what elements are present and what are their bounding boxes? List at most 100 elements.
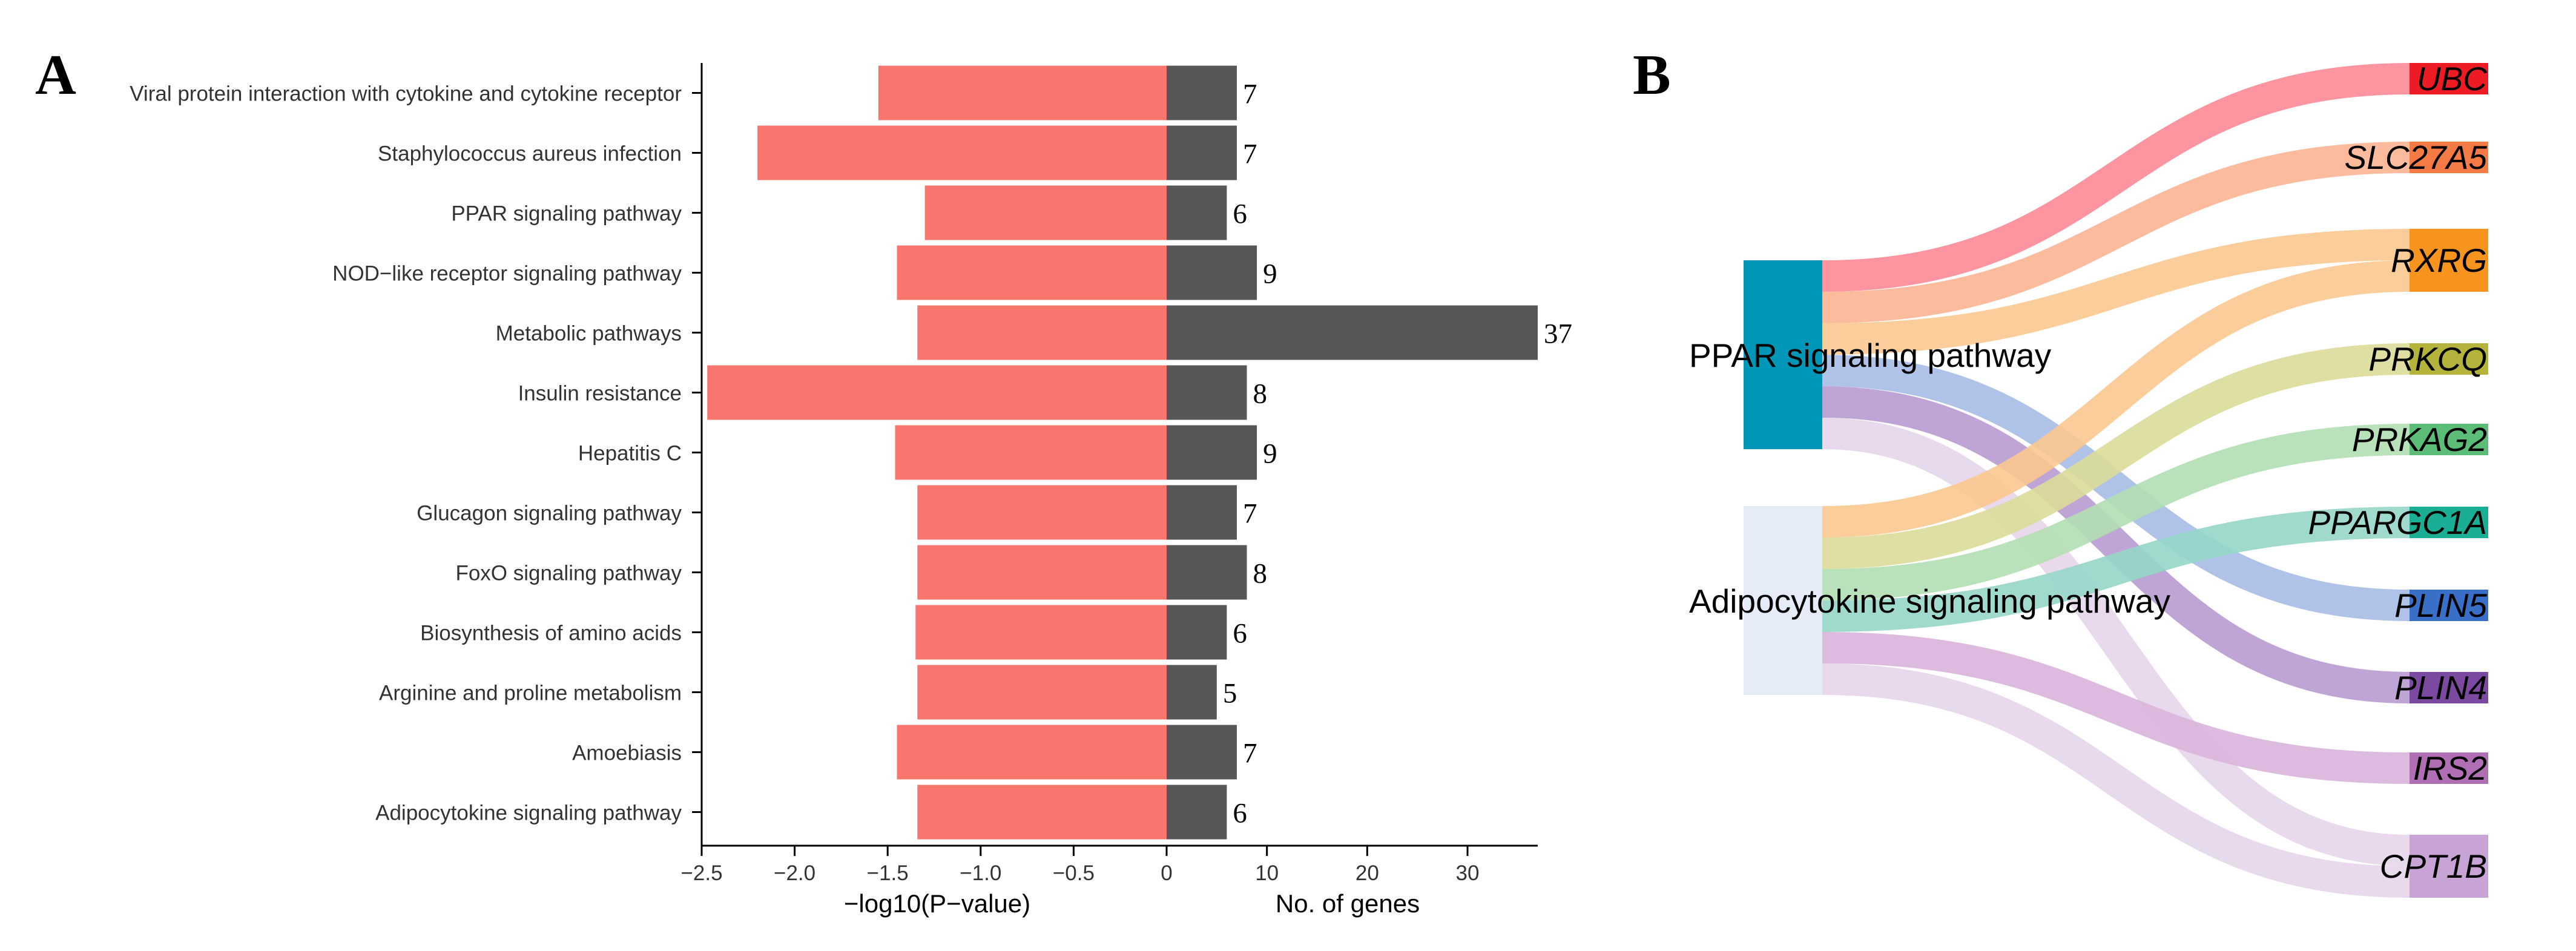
category-label: Metabolic pathways: [496, 322, 682, 346]
bar-pvalue: [895, 425, 1167, 480]
bar-gene-count: [1167, 725, 1237, 780]
bar-pvalue: [917, 545, 1167, 600]
sankey-target-node: [2410, 142, 2488, 173]
bar-gene-count: [1167, 425, 1257, 480]
bar-gene-count: [1167, 665, 1217, 720]
sankey-link-prkag2: [1822, 424, 2410, 601]
category-label: FoxO signaling pathway: [455, 562, 682, 585]
panel-b-sankey: B UBC SLC27A5 RXRG PRKCQ PRKAG2 PPARGC1A PLIN5…: [1633, 44, 2488, 898]
sankey-target-node: [2410, 507, 2488, 538]
x-tick-label: 20: [1356, 861, 1379, 885]
sankey-target-label: UBC: [2417, 60, 2488, 97]
bar-pvalue: [917, 785, 1167, 840]
bar-gene-count: [1167, 245, 1257, 300]
x-tick-label: 10: [1255, 861, 1279, 885]
x-tick-label: −1.0: [960, 861, 1001, 885]
category-labels: Viral protein interaction with cytokine …: [130, 82, 702, 825]
category-label: Staphylococcus aureus infection: [378, 142, 682, 166]
sankey-source-node: [1744, 260, 1822, 449]
gene-count-label: 37: [1544, 318, 1572, 350]
category-label: Biosynthesis of amino acids: [420, 622, 682, 645]
sankey-target-nodes: [2410, 63, 2488, 898]
bar-pvalue: [917, 485, 1167, 540]
bar-gene-count: [1167, 365, 1247, 420]
gene-count-label: 9: [1263, 438, 1277, 470]
x-tick-label: −1.5: [867, 861, 909, 885]
category-label: Hepatitis C: [578, 442, 682, 466]
bar-gene-count: [1167, 65, 1237, 120]
sankey-link-prkcq: [1822, 343, 2410, 569]
gene-count-label: 6: [1233, 798, 1247, 829]
sankey-target-node: [2410, 424, 2488, 455]
sankey-target-label: CPT1B: [2380, 847, 2487, 885]
gene-count-label: 8: [1253, 378, 1268, 410]
axes: [700, 63, 1538, 847]
category-label: Glucagon signaling pathway: [417, 502, 682, 525]
category-label: PPAR signaling pathway: [451, 202, 682, 226]
sankey-target-label: PRKAG2: [2352, 421, 2487, 458]
category-label: Adipocytokine signaling pathway: [375, 801, 682, 825]
bar-gene-count: [1167, 485, 1237, 540]
sankey-target-label: SLC27A5: [2345, 139, 2488, 176]
x-tick-label: −0.5: [1053, 861, 1095, 885]
x-tick-label: 30: [1456, 861, 1480, 885]
bar-pvalue: [917, 305, 1167, 360]
sankey-target-label: RXRG: [2391, 242, 2487, 279]
gene-count-label: 9: [1263, 258, 1277, 290]
sankey-target-node: [2410, 229, 2488, 292]
sankey-link-ubc: [1822, 63, 2410, 292]
sankey-source-label: Adipocytokine signaling pathway: [1689, 582, 2170, 620]
sankey-target-label: PLIN4: [2394, 669, 2487, 706]
sankey-target-label: PPARGC1A: [2308, 504, 2487, 541]
panel-a-label: A: [35, 44, 76, 107]
category-label: Insulin resistance: [518, 382, 682, 406]
bar-pvalue: [707, 365, 1167, 420]
sankey-link-cpt1b: [1822, 663, 2410, 898]
sankey-target-label: IRS2: [2413, 749, 2487, 787]
sankey-target-node: [2410, 752, 2488, 784]
bar-gene-count: [1167, 545, 1247, 600]
x-axis-label-genes: No. of genes: [1276, 889, 1420, 918]
sankey-link-irs2: [1822, 632, 2410, 784]
category-label: Viral protein interaction with cytokine …: [130, 82, 682, 106]
bar-pvalue: [897, 245, 1167, 300]
bar-gene-count: [1167, 785, 1227, 840]
sankey-target-node: [2410, 672, 2488, 703]
category-label: NOD−like receptor signaling pathway: [332, 262, 682, 286]
bar-gene-count: [1167, 305, 1538, 360]
x-axis-ticks: −2.5 −2.0 −1.5 −1.0 −0.5 0 10 20 30: [680, 846, 1479, 885]
sankey-target-node: [2410, 590, 2488, 621]
sankey-link-plin5: [1822, 355, 2410, 621]
sankey-target-labels: UBC SLC27A5 RXRG PRKCQ PRKAG2 PPARGC1A PLIN5 PL…: [2308, 60, 2488, 885]
sankey-link-rxrg: [1822, 260, 2410, 538]
sankey-target-node: [2410, 343, 2488, 375]
gene-count-label: 7: [1243, 79, 1257, 110]
gene-count-label: 7: [1243, 498, 1257, 530]
gene-count-label: 6: [1233, 618, 1247, 650]
sankey-source-label: PPAR signaling pathway: [1689, 337, 2052, 374]
gene-count-label: 6: [1233, 199, 1247, 230]
sankey-source-node: [1744, 506, 1822, 695]
gene-count-label: 7: [1243, 738, 1257, 769]
gene-count-label: 5: [1223, 678, 1237, 709]
sankey-target-label: PRKCQ: [2368, 340, 2487, 378]
sankey-source-nodes: [1744, 260, 1822, 695]
panel-b-label: B: [1633, 44, 1671, 107]
sankey-link-plin4: [1822, 386, 2410, 703]
x-axis-label-pvalue: −log10(P−value): [844, 889, 1030, 918]
bar-pvalue: [917, 665, 1167, 720]
x-tick-label: 0: [1161, 861, 1172, 885]
bar-layer: [707, 65, 1538, 840]
x-tick-label: −2.0: [774, 861, 815, 885]
gene-count-label: 8: [1253, 558, 1268, 590]
bar-pvalue: [878, 65, 1167, 120]
sankey-target-label: PLIN5: [2394, 587, 2487, 624]
bar-pvalue: [915, 605, 1167, 660]
panel-a-enrichment-bar-chart: A Viral protein interaction with cytokin…: [35, 44, 1572, 918]
bar-pvalue: [757, 125, 1167, 180]
sankey-links: [1822, 63, 2410, 898]
x-tick-label: −2.5: [680, 861, 722, 885]
gene-count-label: 7: [1243, 139, 1257, 170]
sankey-source-labels: PPAR signaling pathway Adipocytokine sign…: [1689, 337, 2170, 620]
